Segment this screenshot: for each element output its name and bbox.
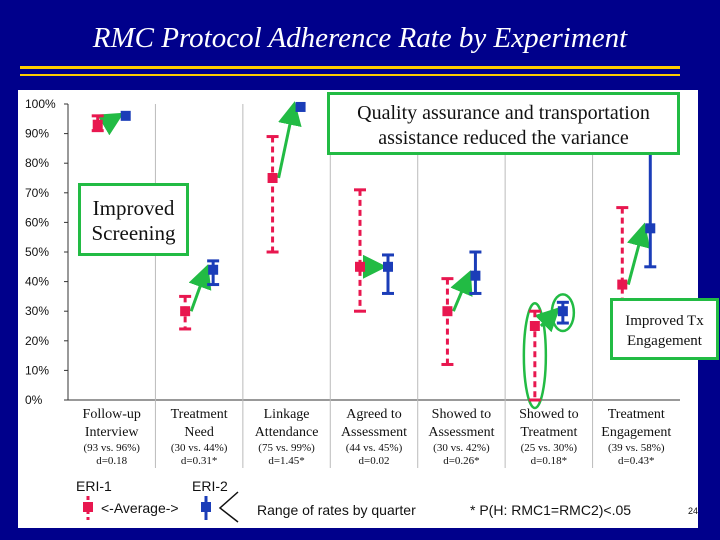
category-stat: (44 vs. 45%)	[346, 442, 403, 454]
marker-eri-1	[442, 306, 453, 317]
marker-eri-2	[470, 270, 481, 281]
page-title: RMC Protocol Adherence Rate by Experimen…	[92, 22, 628, 54]
marker-eri-2	[383, 261, 393, 272]
change-arrow	[450, 270, 473, 312]
callout-tx-line1: Improved Tx	[625, 313, 704, 329]
legend-range-label: Range of rates by quarter	[257, 502, 416, 518]
y-tick-label: 60%	[25, 215, 49, 229]
category-label-line2: Assessment	[341, 425, 407, 440]
y-tick-label: 70%	[25, 186, 49, 200]
y-tick-label: 100%	[25, 97, 56, 111]
category-label-line1: Agreed to	[346, 407, 402, 422]
marker-eri-2	[208, 264, 219, 275]
category-label-line2: Need	[184, 425, 214, 440]
highlight-circle	[550, 293, 576, 333]
legend-range-bracket	[218, 491, 239, 523]
highlight-circle	[522, 301, 548, 410]
callout-improved-screening: Improved Screening	[78, 183, 189, 256]
category-label-line1: Treatment	[608, 407, 665, 422]
category-label-line2: Engagement	[601, 425, 671, 440]
category-label-line1: Linkage	[264, 407, 310, 422]
change-arrow	[626, 222, 651, 285]
callout-quality-assurance: Quality assurance and transportation ass…	[327, 92, 680, 155]
change-arrow	[277, 101, 302, 179]
category-label-line1: Follow-up	[83, 407, 141, 422]
category-stat: (39 vs. 58%)	[608, 442, 665, 454]
callout-screen-line1: Improved	[92, 196, 175, 220]
title-rule-bottom	[20, 74, 680, 76]
y-tick-label: 0%	[25, 393, 43, 407]
marker-eri-2	[120, 110, 131, 121]
p-value-note: * P(H: RMC1=RMC2)<.05	[470, 502, 632, 518]
category-effect-size: d=1.45*	[268, 455, 304, 467]
category-label-line2: Assessment	[428, 425, 494, 440]
callout-tx-line2: Engagement	[627, 333, 702, 349]
legend-eri2-marker	[201, 502, 211, 512]
y-tick-label: 90%	[25, 127, 49, 141]
marker-eri-1	[529, 321, 540, 331]
chart-panel	[18, 90, 698, 528]
marker-eri-1	[92, 119, 103, 130]
marker-eri-2	[645, 223, 656, 234]
category-effect-size: d=0.43*	[618, 455, 654, 467]
category-label-line2: Attendance	[255, 425, 319, 440]
category-label-line1: Showed to	[519, 407, 579, 422]
category-label-line2: Treatment	[520, 425, 577, 440]
change-arrow	[188, 264, 212, 312]
category-label-line1: Showed to	[432, 407, 492, 422]
y-tick-label: 10%	[25, 363, 49, 377]
legend-eri2-label: ERI-2	[192, 478, 228, 494]
marker-eri-1	[180, 306, 191, 317]
category-effect-size: d=0.02	[359, 455, 390, 467]
callout-improved-tx-engagement: Improved Tx Engagement	[610, 298, 719, 360]
callout-qa-line2: assistance reduced the variance	[378, 127, 629, 149]
y-tick-label: 80%	[25, 156, 49, 170]
category-effect-size: d=0.18	[96, 455, 127, 467]
legend-average-label: <-Average->	[101, 500, 179, 516]
legend-eri1-marker	[83, 502, 93, 512]
category-label-line2: Interview	[85, 425, 140, 440]
category-stat: (93 vs. 96%)	[83, 442, 140, 454]
callout-qa-line1: Quality assurance and transportation	[357, 102, 650, 124]
title-rule-top	[20, 66, 680, 69]
marker-eri-1	[355, 261, 365, 272]
callout-screen-line2: Screening	[91, 221, 176, 245]
change-arrow	[97, 112, 124, 136]
page-number: 24	[688, 506, 699, 516]
y-tick-label: 30%	[25, 304, 49, 318]
category-stat: (30 vs. 44%)	[171, 442, 228, 454]
category-stat: (30 vs. 42%)	[433, 442, 490, 454]
marker-eri-1	[617, 279, 628, 290]
y-tick-label: 50%	[25, 245, 49, 259]
marker-eri-2	[295, 101, 306, 112]
y-tick-label: 40%	[25, 275, 49, 289]
marker-eri-1	[267, 173, 278, 183]
category-stat: (75 vs. 99%)	[258, 442, 315, 454]
marker-eri-2	[557, 306, 568, 317]
category-effect-size: d=0.31*	[181, 455, 217, 467]
y-tick-label: 20%	[25, 334, 49, 348]
category-effect-size: d=0.26*	[443, 455, 479, 467]
category-stat: (25 vs. 30%)	[521, 442, 578, 454]
category-label-line1: Treatment	[171, 407, 228, 422]
legend-eri1-label: ERI-1	[76, 478, 112, 494]
category-effect-size: d=0.18*	[531, 455, 567, 467]
